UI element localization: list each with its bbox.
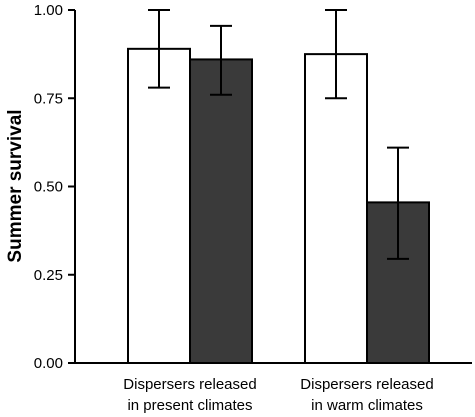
y-tick-label: 0.25 [34, 267, 63, 284]
y-tick-label: 0.75 [34, 90, 63, 107]
bar [189, 58, 253, 364]
x-category-label: Dispersers released [123, 376, 256, 393]
x-category-label: in present climates [127, 397, 252, 414]
y-axis-label: Summer survival [5, 109, 26, 262]
x-category-label: in warm climates [311, 397, 423, 414]
x-category-label: Dispersers released [300, 376, 433, 393]
y-tick-label: 1.00 [34, 2, 63, 19]
y-tick-label: 0.50 [34, 179, 63, 196]
bar [127, 47, 191, 365]
y-tick-label: 0.00 [34, 355, 63, 372]
bar [304, 53, 368, 364]
